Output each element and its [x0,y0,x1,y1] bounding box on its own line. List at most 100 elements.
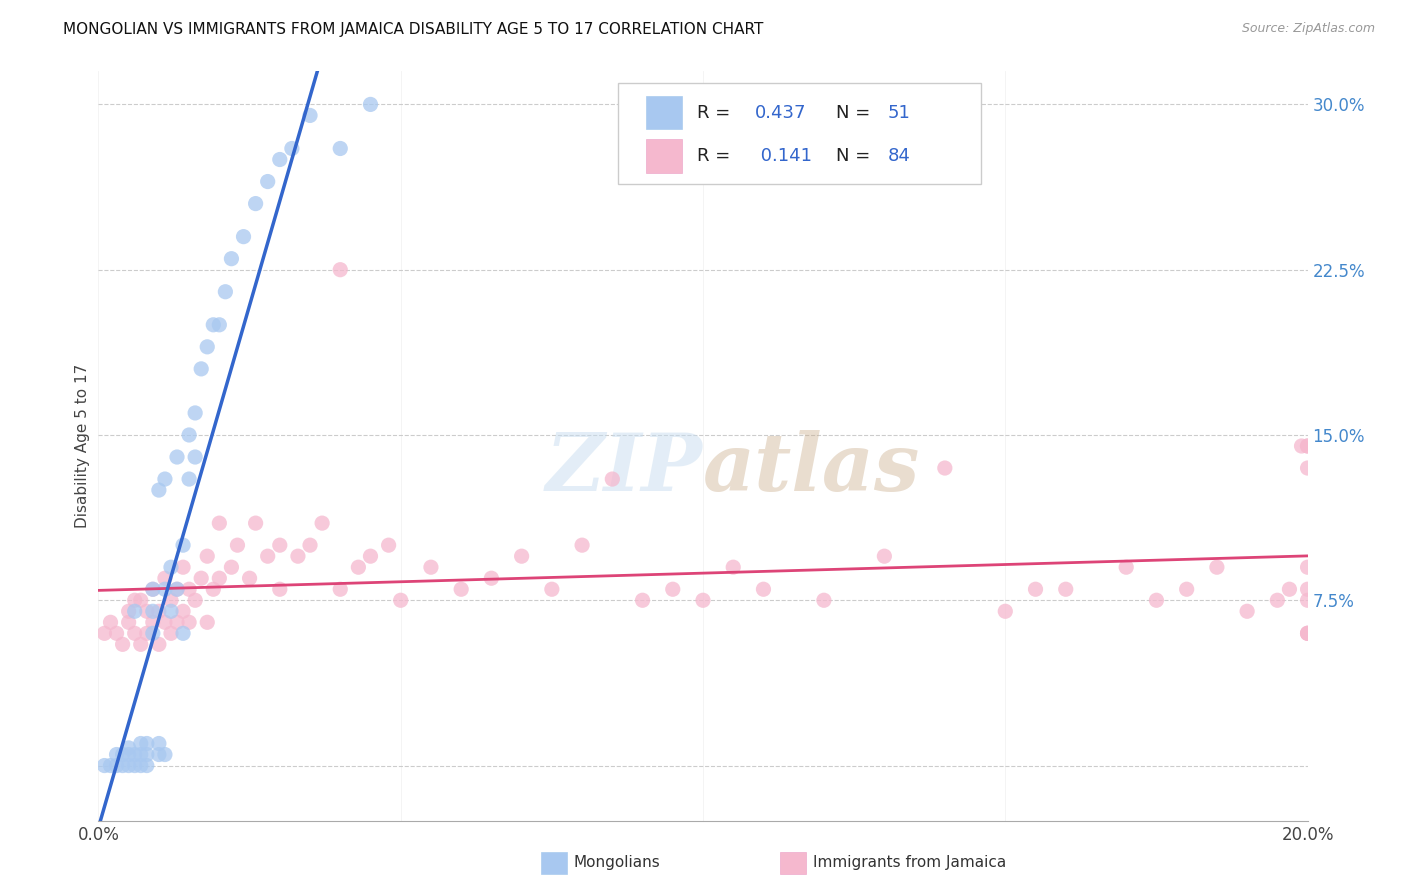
Point [148,483,170,497]
Point [208,571,231,585]
Point [153,571,176,585]
Point [723,560,745,574]
Point [105,626,128,640]
Point [111,758,134,772]
Point [142,604,165,618]
Point [142,615,165,630]
Point [360,97,382,112]
Point [450,582,472,597]
Point [1296,560,1319,574]
Point [153,472,176,486]
Point [118,615,141,630]
Point [1296,626,1319,640]
Text: R =: R = [697,146,735,165]
Point [111,637,134,651]
Point [129,593,152,607]
Point [166,615,188,630]
Point [129,737,152,751]
Point [195,340,218,354]
Text: MONGOLIAN VS IMMIGRANTS FROM JAMAICA DISABILITY AGE 5 TO 17 CORRELATION CHART: MONGOLIAN VS IMMIGRANTS FROM JAMAICA DIS… [63,22,763,37]
Point [179,428,201,442]
Point [239,571,262,585]
Point [994,604,1017,618]
Point [347,560,370,574]
Point [118,747,141,762]
Point [1236,604,1258,618]
Text: 0.141: 0.141 [755,146,813,165]
Point [129,758,152,772]
Point [153,747,176,762]
Point [934,461,956,475]
Point [148,637,170,651]
Point [172,604,194,618]
Point [135,604,157,618]
Point [142,626,165,640]
Point [190,571,212,585]
Point [389,593,412,607]
Point [377,538,399,552]
Text: Mongolians: Mongolians [574,855,661,870]
Point [1144,593,1167,607]
Point [329,262,352,277]
Point [1296,439,1319,453]
Point [287,549,309,564]
Point [195,615,218,630]
Point [124,593,146,607]
Point [692,593,714,607]
Point [481,571,503,585]
Point [311,516,333,530]
Point [135,758,157,772]
Point [232,229,254,244]
Point [510,549,533,564]
Point [1267,593,1289,607]
Point [602,472,624,486]
Point [179,615,201,630]
Point [190,362,212,376]
Point [202,582,225,597]
Y-axis label: Disability Age 5 to 17: Disability Age 5 to 17 [75,364,90,528]
Point [166,582,188,597]
Point [226,538,249,552]
Text: 51: 51 [889,103,911,121]
Point [100,615,122,630]
Point [1296,626,1319,640]
Point [142,582,165,597]
Point [269,153,291,167]
Point [195,549,218,564]
Point [179,472,201,486]
Point [118,740,141,755]
Text: R =: R = [697,103,735,121]
Point [160,560,183,574]
Point [142,582,165,597]
Point [813,593,835,607]
Point [1206,560,1229,574]
Point [571,538,593,552]
Point [1296,461,1319,475]
Point [148,747,170,762]
Point [153,582,176,597]
Point [540,582,562,597]
Point [1115,560,1137,574]
Point [329,582,352,597]
Point [1024,582,1046,597]
Point [221,252,243,266]
Point [124,604,146,618]
Point [184,406,207,420]
Point [661,582,683,597]
Text: Source: ZipAtlas.com: Source: ZipAtlas.com [1241,22,1375,36]
Point [208,318,231,332]
Point [1296,593,1319,607]
Point [299,108,322,122]
Point [329,141,352,155]
Point [124,747,146,762]
Point [166,582,188,597]
Point [93,758,115,772]
Point [256,175,278,189]
Point [1175,582,1198,597]
Point [1291,439,1313,453]
Point [1054,582,1077,597]
Point [124,626,146,640]
Point [129,747,152,762]
Point [135,737,157,751]
Point [281,141,304,155]
